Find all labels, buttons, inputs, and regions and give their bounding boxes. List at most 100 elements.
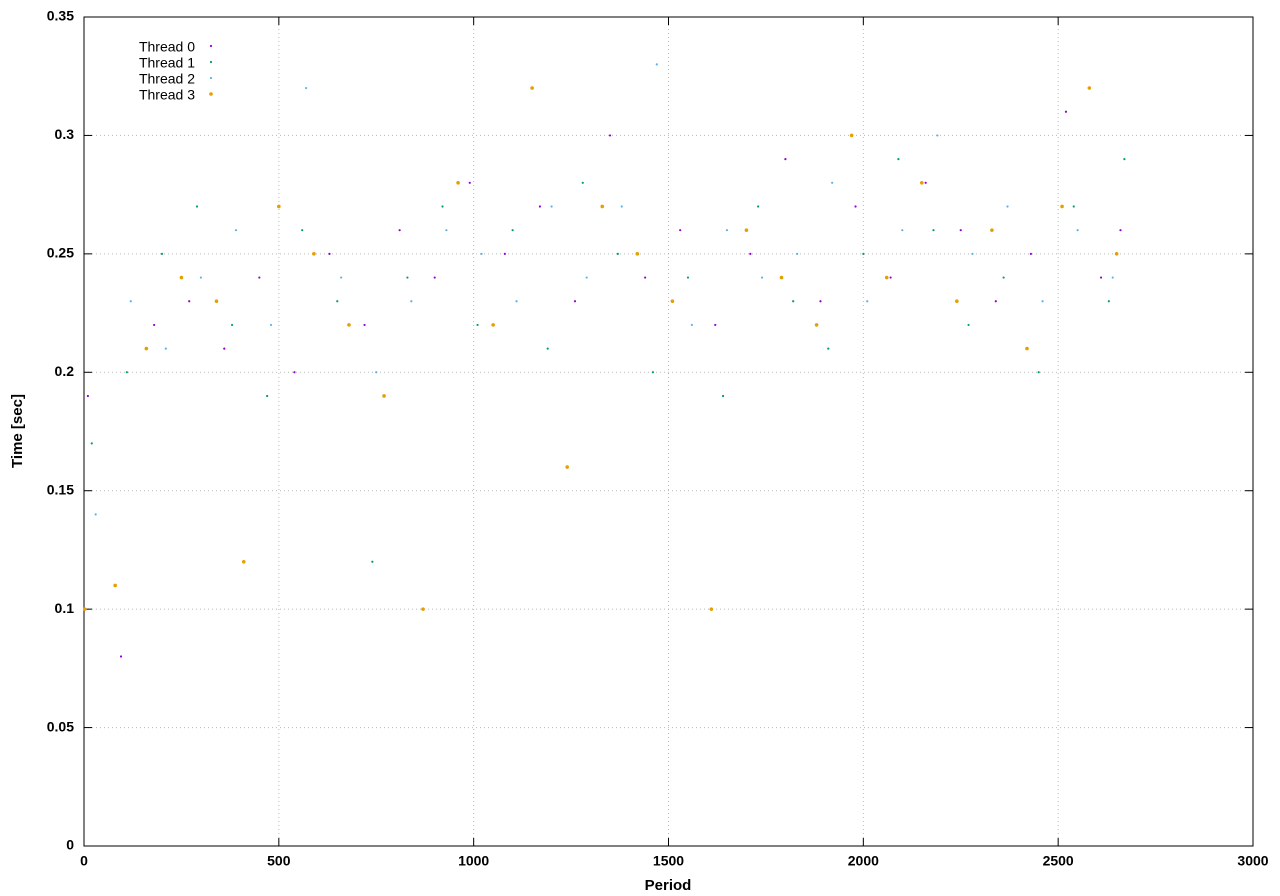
legend-marker: [209, 76, 213, 80]
legend-label: Thread 0: [139, 39, 195, 55]
point: [476, 323, 479, 327]
plot-frame: [83, 16, 1254, 847]
point: [94, 513, 97, 516]
point: [1029, 252, 1032, 255]
point: [511, 229, 514, 232]
y-axis-label: Time [sec]: [9, 394, 26, 468]
series-3: [82, 86, 1119, 611]
point: [153, 323, 156, 327]
point: [328, 252, 331, 255]
series-1: [90, 158, 1126, 563]
point: [932, 229, 935, 232]
point: [1064, 110, 1068, 113]
point: [967, 323, 970, 327]
point: [195, 205, 199, 208]
point: [160, 252, 164, 255]
point: [901, 229, 904, 232]
legend-label: Thread 3: [139, 87, 195, 103]
legend-label: Thread 1: [139, 55, 195, 71]
point: [382, 394, 386, 398]
y-tick-label: 0.05: [47, 718, 74, 734]
point: [644, 276, 647, 279]
point: [468, 181, 471, 184]
point: [199, 276, 202, 279]
point: [792, 300, 795, 303]
point: [480, 252, 483, 255]
point: [862, 252, 865, 255]
point: [546, 347, 549, 350]
point: [1107, 300, 1110, 303]
point: [714, 323, 717, 327]
point: [1076, 229, 1079, 232]
point: [125, 371, 128, 374]
legend-marker: [209, 44, 213, 48]
point: [86, 394, 89, 398]
point: [1111, 276, 1114, 279]
point: [1037, 371, 1040, 374]
point: [269, 323, 273, 327]
point: [819, 300, 822, 303]
x-axis-label: Period: [645, 877, 692, 894]
point: [827, 347, 830, 350]
point: [406, 276, 409, 279]
point: [1123, 158, 1126, 161]
point: [410, 300, 413, 303]
point: [1087, 86, 1092, 90]
point: [234, 229, 238, 232]
point: [744, 228, 749, 232]
point: [959, 229, 962, 232]
point: [503, 252, 506, 255]
point: [1114, 252, 1119, 256]
point: [866, 300, 869, 303]
point: [686, 276, 690, 279]
point: [936, 134, 939, 137]
point: [749, 252, 752, 255]
point: [266, 394, 269, 398]
point: [709, 607, 714, 611]
point: [679, 229, 682, 232]
point: [1006, 205, 1009, 208]
point: [651, 371, 655, 374]
point: [919, 181, 924, 185]
point: [994, 300, 997, 303]
point: [573, 300, 577, 303]
point: [398, 229, 401, 232]
x-tick-label: 1500: [653, 853, 684, 869]
point: [1099, 276, 1103, 279]
point: [1002, 276, 1005, 279]
point: [515, 300, 518, 303]
point: [301, 229, 304, 232]
x-tick-label: 2000: [848, 853, 879, 869]
point: [670, 299, 675, 304]
point: [375, 371, 378, 374]
point: [538, 205, 542, 208]
y-tick-label: 0.2: [55, 363, 75, 379]
point: [849, 133, 854, 138]
point: [655, 63, 658, 66]
point: [971, 252, 974, 255]
point: [188, 300, 191, 303]
point: [347, 323, 351, 327]
point: [340, 276, 343, 279]
point: [223, 347, 226, 350]
point: [113, 583, 117, 588]
point: [363, 323, 366, 327]
point: [129, 300, 132, 303]
x-tick-label: 500: [267, 853, 291, 869]
point: [230, 323, 234, 327]
point: [565, 465, 569, 469]
point: [795, 252, 799, 255]
point: [550, 205, 553, 208]
point: [725, 229, 729, 232]
point: [760, 276, 764, 279]
legend-marker: [209, 60, 213, 64]
point: [889, 276, 892, 279]
point: [1041, 300, 1044, 303]
point: [277, 204, 281, 209]
point: [456, 181, 460, 185]
point: [924, 181, 927, 184]
point: [620, 205, 623, 208]
point: [312, 252, 316, 256]
point: [1060, 204, 1064, 209]
